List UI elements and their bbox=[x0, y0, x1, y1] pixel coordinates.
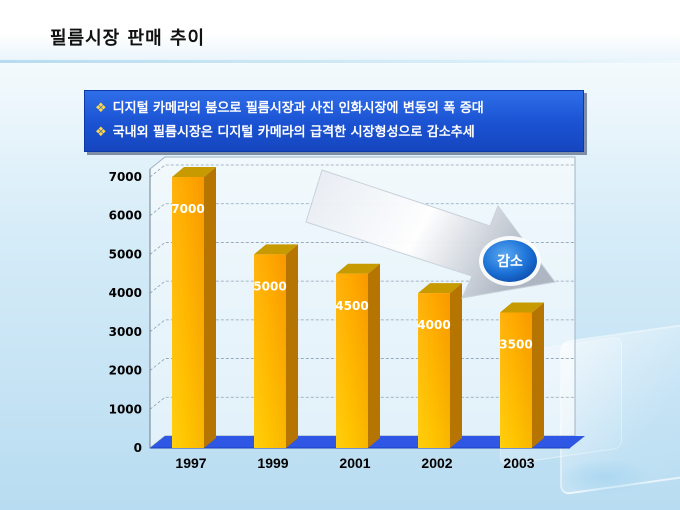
data-label: 4500 bbox=[335, 299, 368, 313]
gridline bbox=[149, 280, 575, 294]
decorative-monitor-base bbox=[560, 460, 650, 494]
bar-2001: 4500 bbox=[335, 263, 380, 448]
gridline bbox=[149, 203, 575, 217]
summary-box: ❖ 디지털 카메라의 붐으로 필름시장과 사진 인화시장에 변동의 폭 증대 ❖ 국… bbox=[84, 90, 584, 152]
bullet-item-2: ❖ 국내외 필름시장은 디지털 카메라의 급격한 시장형성으로 감소추세 bbox=[95, 121, 573, 145]
y-tick-label: 3000 bbox=[109, 325, 142, 339]
x-tick-label: 1997 bbox=[175, 455, 206, 471]
bar-1997: 7000 bbox=[171, 167, 216, 448]
badge-circle bbox=[483, 240, 537, 282]
bar-top bbox=[500, 302, 544, 313]
y-tick-label: 0 bbox=[134, 441, 142, 455]
bar-side bbox=[532, 302, 544, 448]
x-tick-label: 1999 bbox=[257, 455, 288, 471]
badge-label: 감소 bbox=[497, 253, 523, 270]
y-tick-label: 6000 bbox=[109, 209, 142, 223]
x-tick-label: 2003 bbox=[503, 455, 534, 471]
bar-1999: 5000 bbox=[253, 244, 298, 448]
data-label: 4000 bbox=[417, 318, 450, 332]
bar-front-sheen bbox=[254, 254, 286, 448]
y-tick-label: 7000 bbox=[109, 170, 142, 184]
bullet-diamond-icon: ❖ bbox=[95, 125, 107, 140]
x-tick-label: 2002 bbox=[421, 455, 452, 471]
y-tick-label: 1000 bbox=[109, 402, 142, 416]
bullet-text-2: 국내외 필름시장은 디지털 카메라의 급격한 시장형성으로 감소추세 bbox=[112, 125, 475, 140]
x-axis-ticks: 1997 1999 2001 2002 2003 bbox=[175, 455, 534, 471]
decrease-badge: 감소 bbox=[479, 236, 541, 286]
bar-side bbox=[286, 244, 298, 448]
y-tick-label: 2000 bbox=[109, 364, 142, 378]
bullet-diamond-icon: ❖ bbox=[95, 101, 107, 116]
bar-2002: 4000 bbox=[417, 283, 462, 448]
bar-front-sheen bbox=[172, 177, 204, 448]
y-axis-ticks: 0 1000 2000 3000 4000 5000 6000 7000 bbox=[109, 170, 142, 455]
bar-top bbox=[254, 244, 298, 255]
bar-2003: 3500 bbox=[499, 302, 544, 448]
bar-side bbox=[204, 167, 216, 448]
bar-top bbox=[418, 283, 462, 294]
x-tick-label: 2001 bbox=[339, 455, 370, 471]
bar-top bbox=[336, 263, 380, 274]
data-label: 7000 bbox=[171, 202, 204, 216]
bar-side bbox=[368, 263, 380, 448]
bar-front-sheen bbox=[336, 273, 368, 448]
bar-top bbox=[172, 167, 216, 177]
gridline bbox=[149, 164, 575, 178]
bar-side bbox=[450, 283, 462, 448]
page-title: 필름시장 판매 추이 bbox=[50, 28, 206, 49]
header-band bbox=[0, 0, 680, 62]
y-tick-label: 4000 bbox=[109, 286, 142, 300]
data-label: 3500 bbox=[499, 338, 532, 352]
bars: 7000 5000 4500 4000 3500 bbox=[171, 167, 544, 448]
bullet-text-1: 디지털 카메라의 붐으로 필름시장과 사진 인화시장에 변동의 폭 증대 bbox=[112, 101, 484, 116]
bar-front-sheen bbox=[500, 312, 532, 448]
header-rule bbox=[0, 60, 680, 63]
bar-front-sheen bbox=[418, 293, 450, 448]
data-label: 5000 bbox=[253, 279, 286, 293]
y-tick-label: 5000 bbox=[109, 247, 142, 261]
bullet-item-1: ❖ 디지털 카메라의 붐으로 필름시장과 사진 인화시장에 변동의 폭 증대 bbox=[95, 97, 573, 121]
